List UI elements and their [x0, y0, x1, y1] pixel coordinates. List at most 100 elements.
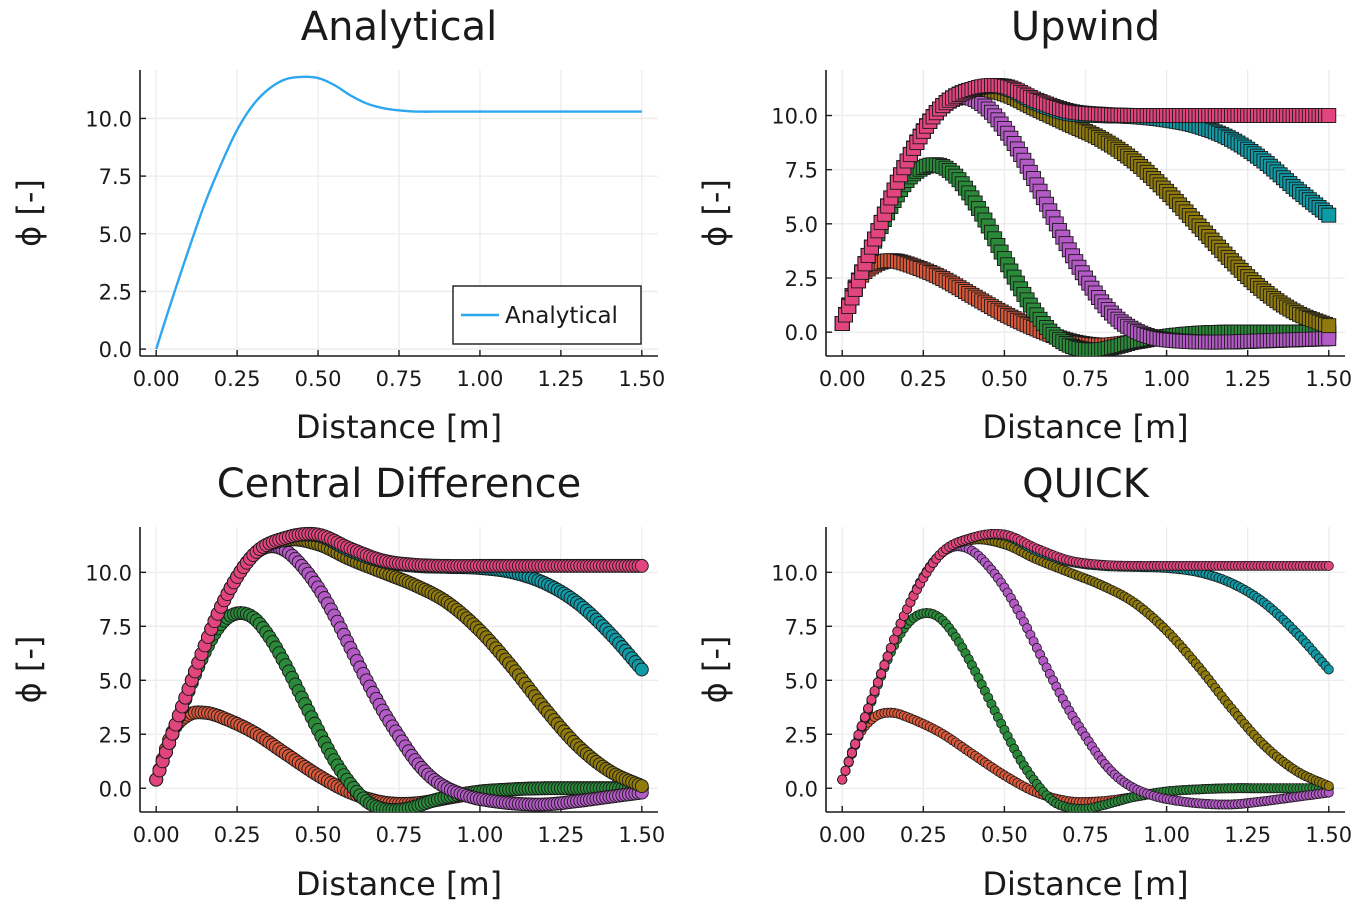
y-tick-label: 5.0 — [99, 669, 132, 693]
y-tick-label: 5.0 — [99, 223, 132, 247]
data-point — [1323, 560, 1334, 571]
y-tick-label: 10.0 — [85, 561, 132, 585]
y-tick-label: 0.0 — [99, 777, 132, 801]
x-tick-label: 0.50 — [981, 823, 1028, 847]
x-tick-label: 0.00 — [133, 367, 180, 391]
y-tick-label: 7.5 — [785, 159, 818, 183]
y-tick-label: 7.5 — [99, 615, 132, 639]
series-6 — [837, 528, 1334, 785]
y-tick-label: 10.0 — [771, 561, 818, 585]
x-tick-label: 0.25 — [214, 367, 261, 391]
data-point — [634, 558, 649, 573]
x-tick-label: 1.25 — [1224, 823, 1271, 847]
subplot-3: 0.00 0.25 0.50 0.75 1.00 1.25 1.50 0.0 2.5 5.0 7.5… — [10, 461, 665, 903]
x-tick-label: 1.00 — [1143, 367, 1190, 391]
legend: Analytical — [452, 285, 642, 345]
y-axis-label: ϕ [-] — [696, 636, 734, 704]
x-axis-label: Distance [m] — [296, 408, 502, 446]
y-axis-label: ϕ [-] — [10, 179, 48, 247]
plot-area — [834, 77, 1337, 356]
x-tick-label: 0.75 — [1062, 823, 1109, 847]
y-tick-label: 2.5 — [99, 723, 132, 747]
data-point — [1321, 207, 1337, 223]
y-tick-label: 5.0 — [785, 669, 818, 693]
x-tick-label: 0.00 — [819, 367, 866, 391]
data-point — [1321, 318, 1337, 334]
x-tick-label: 0.25 — [900, 823, 947, 847]
subplot-title: Analytical — [301, 4, 497, 50]
data-point — [1321, 108, 1337, 123]
data-point — [1321, 331, 1337, 347]
x-tick-label: 0.75 — [376, 367, 423, 391]
y-tick-label: 10.0 — [85, 107, 132, 131]
x-tick-label: 0.50 — [981, 367, 1028, 391]
data-point — [850, 738, 861, 749]
x-tick-label: 1.50 — [618, 823, 665, 847]
data-point — [1323, 664, 1334, 675]
x-tick-label: 1.00 — [457, 823, 504, 847]
data-point — [872, 677, 883, 688]
x-tick-label: 0.75 — [376, 823, 423, 847]
data-point — [856, 721, 867, 732]
x-tick-label: 1.00 — [1143, 823, 1190, 847]
x-tick-label: 1.50 — [618, 367, 665, 391]
x-tick-label: 0.75 — [1062, 367, 1109, 391]
x-tick-label: 1.25 — [1224, 367, 1271, 391]
data-point — [846, 747, 857, 758]
y-tick-label: 2.5 — [785, 723, 818, 747]
y-tick-label: 0.0 — [99, 338, 132, 362]
subplot-2: 0.00 0.25 0.50 0.75 1.00 1.25 1.50 0.0 2.5 5.0 7.5… — [696, 4, 1352, 446]
x-tick-label: 0.00 — [819, 823, 866, 847]
data-point — [876, 668, 887, 679]
data-point — [869, 686, 880, 697]
x-tick-label: 1.00 — [457, 367, 504, 391]
x-tick-label: 0.00 — [133, 823, 180, 847]
series-line-analytical — [155, 75, 642, 350]
subplot-title: QUICK — [1022, 461, 1150, 507]
x-tick-label: 0.25 — [214, 823, 261, 847]
x-axis-label: Distance [m] — [982, 408, 1188, 446]
y-tick-label: 5.0 — [785, 213, 818, 237]
x-tick-label: 1.25 — [537, 823, 584, 847]
data-point — [866, 694, 877, 705]
y-tick-label: 2.5 — [99, 280, 132, 304]
data-point — [863, 703, 874, 714]
y-tick-label: 0.0 — [785, 777, 818, 801]
series-6 — [149, 526, 649, 787]
legend-entry-analytical: Analytical — [505, 303, 618, 329]
subplot-1: 0.00 0.25 0.50 0.75 1.00 1.25 1.50 0.0 2.5 5.0 7.5… — [10, 4, 665, 446]
plot-area — [149, 526, 649, 812]
data-point — [879, 660, 890, 671]
plot-area — [837, 528, 1334, 812]
y-tick-label: 7.5 — [99, 165, 132, 189]
data-point — [1323, 781, 1334, 792]
x-tick-label: 1.50 — [1305, 367, 1352, 391]
x-tick-label: 0.25 — [900, 367, 947, 391]
data-point — [837, 774, 848, 785]
x-tick-label: 0.50 — [295, 823, 342, 847]
subplot-title: Central Difference — [217, 461, 582, 507]
series-6 — [834, 77, 1337, 331]
data-point — [634, 779, 649, 794]
data-point — [840, 765, 851, 776]
data-point — [885, 642, 896, 653]
y-tick-label: 10.0 — [771, 105, 818, 129]
data-point — [853, 729, 864, 740]
x-axis-label: Distance [m] — [982, 865, 1188, 903]
x-axis-label: Distance [m] — [296, 865, 502, 903]
y-axis-label: ϕ [-] — [696, 179, 734, 247]
y-tick-label: 0.0 — [785, 321, 818, 345]
x-tick-label: 1.25 — [537, 367, 584, 391]
y-tick-label: 7.5 — [785, 615, 818, 639]
data-point — [859, 712, 870, 723]
data-point — [843, 756, 854, 767]
plot-area — [155, 75, 642, 350]
data-point — [634, 662, 649, 677]
data-point — [882, 651, 893, 662]
x-tick-label: 1.50 — [1305, 823, 1352, 847]
x-tick-label: 0.50 — [295, 367, 342, 391]
y-tick-label: 2.5 — [785, 267, 818, 291]
y-axis-label: ϕ [-] — [10, 636, 48, 704]
subplot-title: Upwind — [1011, 4, 1160, 50]
